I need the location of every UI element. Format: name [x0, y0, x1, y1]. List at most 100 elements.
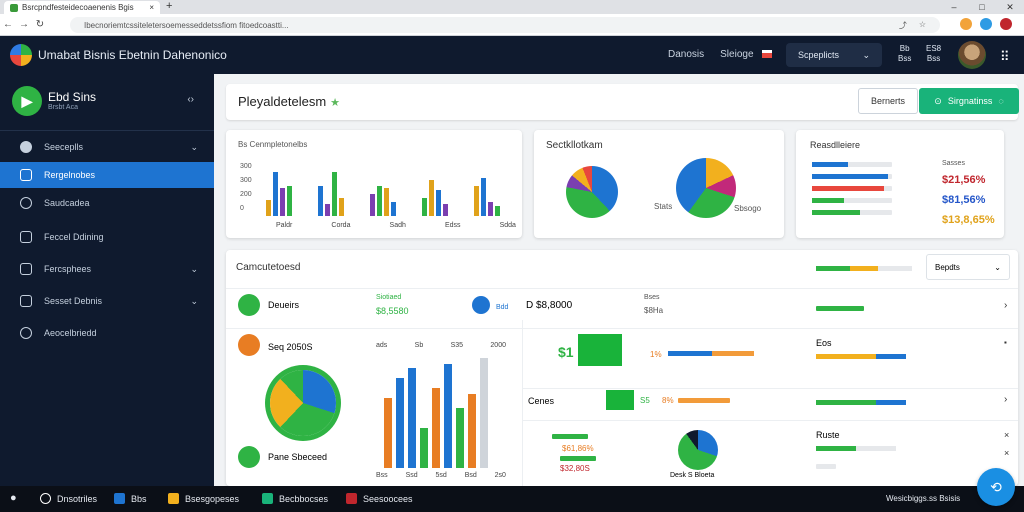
- row-expand-arrow[interactable]: ›: [1004, 300, 1008, 311]
- browser-tabbar: Bsrcpndfesteidecoaenenis Bgis × + – □ ✕: [0, 0, 1024, 14]
- taskbar-item[interactable]: Becbbocses: [262, 493, 328, 504]
- avatar[interactable]: [958, 41, 986, 69]
- reports-button[interactable]: Bernerts: [858, 88, 918, 114]
- start-button[interactable]: ●: [10, 492, 17, 504]
- extensions: [960, 18, 1012, 30]
- pie-chart-small: [566, 166, 618, 218]
- header-select[interactable]: Scpeplicts ⌄: [786, 43, 882, 67]
- taskbar-item[interactable]: Dnsotriles: [40, 493, 97, 504]
- tab-title: Bsrcpndfesteidecoaenenis Bgis: [22, 3, 134, 12]
- bar: [287, 186, 292, 216]
- share-icon[interactable]: ⤴: [898, 20, 907, 30]
- star-icon[interactable]: ★: [330, 97, 341, 109]
- app-header: Umabat Bisnis Ebetnin Dahenonico Danosis…: [0, 36, 1024, 74]
- apps-grid-icon[interactable]: ⠿: [1000, 49, 1010, 64]
- close-icon[interactable]: ×: [1004, 448, 1010, 458]
- new-tab-button[interactable]: +: [166, 0, 173, 12]
- progress-bar: [812, 186, 892, 191]
- header-nav-item[interactable]: Sleioge: [720, 49, 754, 60]
- x-axis-labels: Paldr Corda Sadh Edss Sdda: [276, 222, 516, 229]
- folder-icon: [20, 169, 32, 181]
- bar: [443, 204, 448, 216]
- profile-icon[interactable]: [1000, 18, 1012, 30]
- panel-filter-select[interactable]: Bepdts ⌄: [926, 254, 1010, 280]
- x-label: Edss: [444, 222, 461, 229]
- progress-bar: [678, 398, 730, 403]
- app-title: Umabat Bisnis Ebetnin Dahenonico: [38, 48, 227, 62]
- back-button[interactable]: ←: [3, 19, 13, 30]
- sidebar-toggle-icon[interactable]: ‹›: [187, 94, 194, 105]
- tab-close-icon[interactable]: ×: [149, 3, 154, 12]
- divider: [0, 130, 214, 131]
- row-icon: [238, 334, 260, 356]
- donut-chart: [270, 370, 336, 436]
- sidebar: ▶ Ebd Sins Brsbt Aca ‹› Seeceplls ⌄ Rerg…: [0, 74, 214, 486]
- sidebar-item[interactable]: Aeocelbriedd: [0, 320, 214, 346]
- maximize-button[interactable]: □: [979, 2, 985, 12]
- sidebar-item[interactable]: Saudcadea: [0, 190, 214, 216]
- sidebar-item[interactable]: Seeceplls ⌄: [0, 134, 214, 160]
- settings-button[interactable]: ⊙ Sirgnatinss ◌: [919, 88, 1019, 114]
- bar: [280, 188, 285, 216]
- competitors-panel: Camcutetoesd Bepdts ⌄ Deueirs Siotiaed $…: [226, 250, 1018, 486]
- taskbar: ● Dnsotriles Bbs Bsesgopeses Becbbocses …: [0, 486, 1024, 512]
- bar: [436, 190, 441, 216]
- fund-label: Eos: [816, 338, 832, 348]
- close-icon[interactable]: ×: [1004, 430, 1010, 440]
- row-expand-arrow[interactable]: ›: [1004, 394, 1008, 405]
- minimize-button[interactable]: –: [951, 2, 957, 12]
- filter-select-label: Bepdts: [935, 262, 960, 272]
- row-value: D $8,8000: [526, 300, 573, 311]
- row-sub: Bses: [644, 294, 660, 301]
- extension-icon[interactable]: [980, 18, 992, 30]
- flag-icon[interactable]: [762, 50, 772, 58]
- progress-fill: [812, 186, 884, 191]
- taskbar-item-label: Becbbocses: [279, 493, 329, 504]
- reload-button[interactable]: ↻: [35, 19, 45, 30]
- x-label: Sadh: [389, 222, 406, 229]
- close-window-button[interactable]: ✕: [1006, 2, 1014, 12]
- sidebar-item[interactable]: Sesset Debnis ⌄: [0, 288, 214, 314]
- sidebar-item-label: Feccel Ddining: [44, 232, 104, 242]
- taskbar-item[interactable]: Bbs: [114, 493, 147, 504]
- bar-chart-svg: [266, 172, 500, 216]
- sidebar-item-label: Rergelnobes: [44, 170, 96, 180]
- header-stat[interactable]: ES8 Bss: [926, 44, 941, 64]
- page-header: Pleyaldetelesm ★ Bernerts ⊙ Sirgnatinss ◌: [226, 84, 1019, 120]
- sidebar-item[interactable]: Fercsphees ⌄: [0, 256, 214, 282]
- app-icon: [168, 493, 179, 504]
- divider: [522, 420, 1018, 421]
- bar: [370, 194, 375, 216]
- taskbar-item-label: Bsesgopeses: [185, 493, 240, 504]
- forward-button[interactable]: →: [19, 19, 29, 30]
- progress-segment: [816, 354, 876, 359]
- card-title: Reasdlleiere: [810, 140, 861, 150]
- page-title-text: Pleyaldetelesm: [238, 94, 327, 109]
- taskbar-item[interactable]: Seesoocees: [346, 493, 413, 504]
- taskbar-item[interactable]: Bsesgopeses: [168, 493, 239, 504]
- tick-label: S35: [450, 342, 464, 349]
- browser-tab[interactable]: Bsrcpndfesteidecoaenenis Bgis ×: [4, 1, 160, 14]
- url-field[interactable]: Ibecnoriemtcssiteletersoemesseddetssfiom…: [70, 17, 940, 33]
- progress-segment: [816, 266, 850, 271]
- taskbar-item-label: Bbs: [131, 493, 147, 504]
- header-stat[interactable]: Bb Bss: [898, 44, 911, 64]
- gauge-label: Desk S Bloeta: [670, 472, 715, 479]
- bar: [325, 204, 330, 216]
- sidebar-item-label: Aeocelbriedd: [44, 328, 97, 338]
- progress-bar: [816, 266, 912, 271]
- divider: [226, 288, 1018, 289]
- user-icon: [20, 141, 32, 153]
- help-fab-button[interactable]: ⟲: [977, 468, 1015, 506]
- bar: [384, 188, 389, 216]
- extension-icon[interactable]: [960, 18, 972, 30]
- x-label: 5sd: [435, 472, 447, 479]
- header-nav: Danosis Sleioge: [668, 49, 754, 60]
- sidebar-item-label: Seeceplls: [44, 142, 84, 152]
- row-action-icon[interactable]: ▪: [1004, 338, 1007, 347]
- sidebar-item[interactable]: Feccel Ddining: [0, 224, 214, 250]
- sidebar-item-active[interactable]: Rergelnobes: [0, 162, 214, 188]
- header-nav-item[interactable]: Danosis: [668, 49, 705, 60]
- settings-button-label: Sirgnatinss: [947, 96, 993, 106]
- bookmark-star-icon[interactable]: ☆: [918, 19, 926, 29]
